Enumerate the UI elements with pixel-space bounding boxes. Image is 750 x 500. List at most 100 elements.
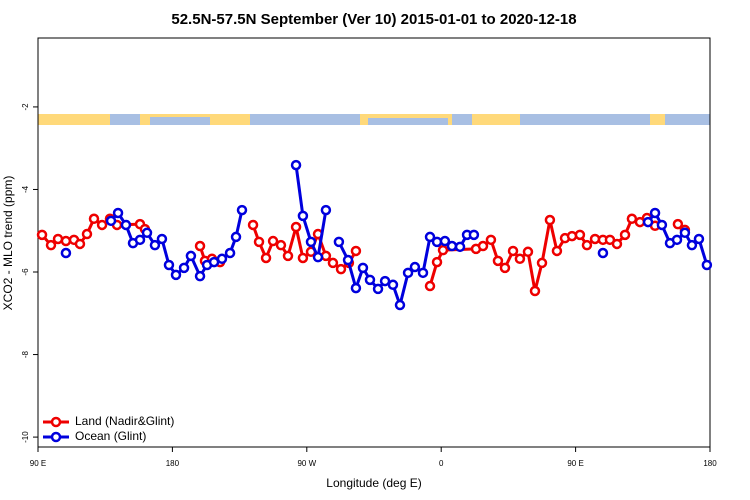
data-point: [693, 233, 705, 245]
data-point: [327, 257, 339, 269]
data-point: [536, 257, 548, 269]
data-point: [574, 229, 586, 241]
data-point: [379, 275, 391, 287]
data-point: [402, 267, 414, 279]
data-point: [364, 274, 376, 286]
data-point: [357, 262, 369, 274]
data-point: [297, 210, 309, 222]
data-point: [320, 250, 332, 262]
data-point: [672, 218, 684, 230]
data-point: [156, 233, 168, 245]
data-point: [81, 228, 93, 240]
data-point: [342, 254, 354, 266]
data-point: [350, 245, 362, 257]
data-point: [409, 261, 421, 273]
x-tick-label: 180: [703, 459, 717, 468]
data-point: [597, 247, 609, 259]
data-point: [141, 227, 153, 239]
data-point: [649, 207, 661, 219]
data-point: [230, 231, 242, 243]
data-point: [454, 241, 466, 253]
data-point: [290, 159, 302, 171]
data-point: [656, 219, 668, 231]
data-point: [170, 269, 182, 281]
data-point: [275, 239, 287, 251]
data-point: [514, 253, 526, 265]
x-tick-label: 90 E: [567, 459, 583, 468]
data-point: [74, 238, 86, 250]
data-point: [60, 247, 72, 259]
data-point: [236, 204, 248, 216]
x-axis-label: Longitude (deg E): [326, 476, 421, 490]
data-point: [437, 244, 449, 256]
data-point: [282, 250, 294, 262]
y-tick-label: -4: [21, 185, 30, 193]
data-point: [60, 235, 72, 247]
data-point: [112, 207, 124, 219]
data-point: [686, 239, 698, 251]
data-point: [394, 299, 406, 311]
data-point: [522, 246, 534, 258]
data-point: [529, 285, 541, 297]
legend-label: Land (Nadir&Glint): [75, 414, 174, 428]
data-point: [260, 252, 272, 264]
data-point: [492, 255, 504, 267]
data-point: [297, 252, 309, 264]
data-point: [431, 256, 443, 268]
chart-title: 52.5N-57.5N September (Ver 10) 2015-01-0…: [171, 11, 576, 28]
land-ocean-strip: [38, 114, 710, 125]
plot-frame: [37, 37, 711, 448]
y-tick-label: -10: [21, 431, 30, 443]
data-point: [320, 204, 332, 216]
data-point: [544, 214, 556, 226]
data-point: [424, 231, 436, 243]
data-point: [105, 215, 117, 227]
data-point: [446, 240, 458, 252]
data-point: [216, 253, 228, 265]
data-point: [45, 239, 57, 251]
data-point: [499, 262, 511, 274]
data-point: [439, 235, 451, 247]
data-point: [581, 239, 593, 251]
data-point: [372, 283, 384, 295]
data-point: [194, 270, 206, 282]
y-axis-label: XCO2 - MLO trend (ppm): [1, 176, 15, 311]
data-point: [120, 219, 132, 231]
y-tick-label: -8: [21, 350, 30, 358]
data-point: [290, 221, 302, 233]
data-point: [350, 282, 362, 294]
data-point: [149, 239, 161, 251]
data-point: [485, 234, 497, 246]
data-point: [88, 213, 100, 225]
y-tick-label: -2: [21, 103, 30, 111]
data-point: [267, 235, 279, 247]
x-tick-label: 90 W: [297, 459, 316, 468]
x-tick-label: 0: [439, 459, 444, 468]
legend-marker: [50, 416, 62, 428]
data-point: [626, 213, 638, 225]
legend-marker: [50, 431, 62, 443]
data-point: [335, 263, 347, 275]
data-point: [253, 236, 265, 248]
x-tick-label: 180: [166, 459, 180, 468]
data-point: [96, 219, 108, 231]
data-point: [134, 234, 146, 246]
data-point: [333, 236, 345, 248]
data-point: [611, 238, 623, 250]
data-point: [312, 251, 324, 263]
data-point: [566, 230, 578, 242]
data-point: [507, 245, 519, 257]
data-point: [701, 259, 713, 271]
data-point: [551, 245, 563, 257]
data-point: [247, 219, 259, 231]
data-point: [163, 259, 175, 271]
data-point: [619, 229, 631, 241]
data-point: [36, 229, 48, 241]
data-point: [642, 216, 654, 228]
y-tick-label: -6: [21, 268, 30, 276]
data-point: [387, 279, 399, 291]
data-point: [305, 236, 317, 248]
data-point: [224, 247, 236, 259]
data-point: [417, 267, 429, 279]
